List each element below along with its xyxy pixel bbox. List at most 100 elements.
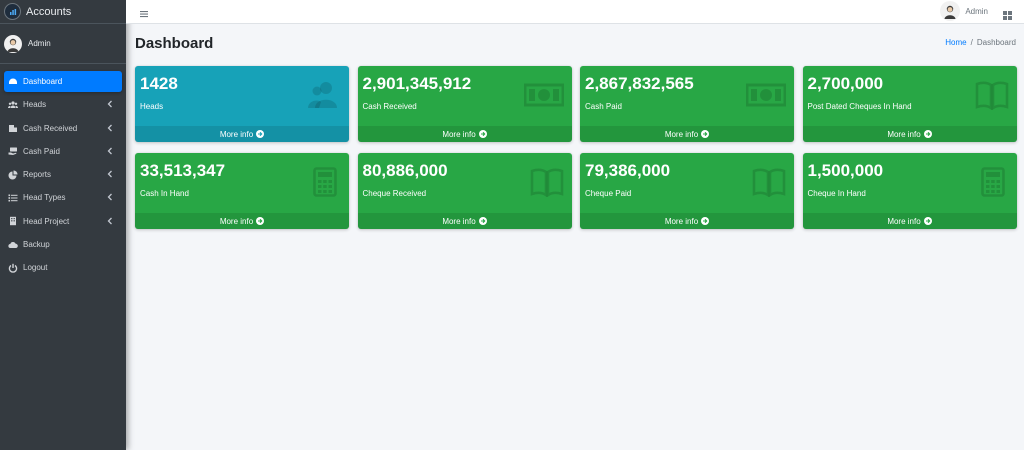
sidebar-item-logout[interactable]: Logout xyxy=(4,257,122,278)
chevron-left-icon xyxy=(106,193,114,201)
more-info-label: More info xyxy=(442,216,476,226)
more-info-label: More info xyxy=(887,129,921,139)
sidebar-item-reports[interactable]: Reports xyxy=(4,164,122,185)
box-label: Cheque In Hand xyxy=(807,189,866,198)
sidebar-item-heads[interactable]: Heads xyxy=(4,94,122,115)
sidebar-item-cash-paid[interactable]: Cash Paid xyxy=(4,141,122,162)
small-box-cheque-in-hand: 1,500,000 Cheque In Hand More info xyxy=(802,153,1017,229)
sidebar-item-label: Backup xyxy=(23,240,50,250)
small-box-cash-received: 2,901,345,912 Cash Received More info xyxy=(357,66,572,142)
breadcrumb-separator: / xyxy=(970,38,973,47)
box-value: 2,867,832,565 xyxy=(585,74,694,93)
more-info-link[interactable]: More info xyxy=(357,213,572,229)
box-value: 33,513,347 xyxy=(140,161,226,180)
book-open-icon xyxy=(975,80,1009,111)
pie-chart-icon xyxy=(6,170,19,180)
small-box-cash-paid: 2,867,832,565 Cash Paid More info xyxy=(580,66,794,142)
cloud-icon xyxy=(6,240,19,250)
topbar: Admin xyxy=(126,0,1024,24)
box-label: Cheque Received xyxy=(362,189,427,198)
book-open-icon xyxy=(530,167,564,198)
chevron-left-icon xyxy=(106,100,114,108)
more-info-link[interactable]: More info xyxy=(357,126,572,142)
box-value: 1428 xyxy=(140,74,178,93)
sidebar-item-cash-received[interactable]: Cash Received xyxy=(4,118,122,139)
box-label: Heads xyxy=(140,102,164,111)
topbar-user-name: Admin xyxy=(965,6,988,16)
list-icon xyxy=(6,193,19,203)
sidebar-item-label: Dashboard xyxy=(23,77,63,86)
avatar xyxy=(940,1,961,21)
small-box-cheque-paid: 79,386,000 Cheque Paid More info xyxy=(580,153,794,229)
box-label: Post Dated Cheques In Hand xyxy=(807,102,912,111)
user-panel[interactable]: Admin xyxy=(0,24,126,64)
breadcrumb-home-link[interactable]: Home xyxy=(945,38,967,47)
users-icon xyxy=(307,80,341,110)
sidebar-item-backup[interactable]: Backup xyxy=(4,234,122,255)
book-open-icon xyxy=(752,167,786,198)
sidebar-item-label: Cash Received xyxy=(23,123,78,133)
chevron-left-icon xyxy=(106,170,114,178)
apps-grid-icon[interactable] xyxy=(1003,7,1012,20)
sidebar-item-head-project[interactable]: Head Project xyxy=(4,211,122,232)
sidebar-item-head-types[interactable]: Head Types xyxy=(4,187,122,208)
small-box-post-dated-cheques: 2,700,000 Post Dated Cheques In Hand Mor… xyxy=(802,66,1017,142)
arrow-circle-right-icon xyxy=(923,130,932,138)
box-value: 1,500,000 xyxy=(807,161,884,180)
more-info-label: More info xyxy=(664,216,699,226)
more-info-link[interactable]: More info xyxy=(135,126,349,142)
chevron-left-icon xyxy=(106,124,114,132)
money-hand-icon xyxy=(6,146,19,156)
box-value: 79,386,000 xyxy=(585,161,671,180)
brand-logo-icon xyxy=(4,3,21,20)
box-label: Cash Paid xyxy=(585,102,622,111)
brand-name: Accounts xyxy=(26,5,72,18)
sidebar-item-label: Cash Paid xyxy=(23,146,60,156)
more-info-link[interactable]: More info xyxy=(580,213,794,229)
money-bill-icon xyxy=(523,80,564,110)
box-label: Cheque Paid xyxy=(585,189,632,198)
sidebar-item-label: Head Types xyxy=(23,193,66,203)
calculator-icon xyxy=(980,167,1005,197)
more-info-label: More info xyxy=(219,216,254,226)
more-info-label: More info xyxy=(442,129,476,139)
hamburger-menu-icon[interactable] xyxy=(139,6,149,18)
sidebar-nav: Dashboard Heads Cash Received Cash Paid … xyxy=(0,64,126,278)
small-box-heads: 1428 Heads More info xyxy=(135,66,349,142)
breadcrumb-current: Dashboard xyxy=(976,38,1016,47)
box-label: Cash In Hand xyxy=(140,189,189,198)
power-icon xyxy=(6,263,19,273)
arrow-circle-right-icon xyxy=(478,217,487,225)
main-content: Dashboard Home / Dashboard 1428 Heads More… xyxy=(126,24,1024,450)
box-value: 2,700,000 xyxy=(807,74,884,93)
sidebar-item-label: Heads xyxy=(23,100,47,110)
arrow-circle-right-icon xyxy=(256,217,265,225)
more-info-link[interactable]: More info xyxy=(802,126,1017,142)
more-info-label: More info xyxy=(664,129,699,139)
sidebar: Accounts Admin Dashboard Heads Cash Rece… xyxy=(0,0,126,450)
box-label: Cash Received xyxy=(362,102,417,111)
money-bill-icon xyxy=(745,80,787,110)
small-box-cash-in-hand: 33,513,347 Cash In Hand More info xyxy=(135,153,349,229)
chevron-left-icon xyxy=(106,217,114,225)
building-icon xyxy=(6,123,19,133)
avatar xyxy=(4,34,22,53)
sidebar-item-dashboard[interactable]: Dashboard xyxy=(4,71,122,92)
chevron-left-icon xyxy=(106,147,114,155)
brand-link[interactable]: Accounts xyxy=(0,0,126,24)
user-name: Admin xyxy=(28,39,51,48)
building-icon xyxy=(6,216,19,226)
breadcrumb: Home / Dashboard xyxy=(945,38,1016,47)
box-value: 80,886,000 xyxy=(362,161,448,180)
arrow-circle-right-icon xyxy=(701,217,710,225)
box-value: 2,901,345,912 xyxy=(362,74,472,93)
arrow-circle-right-icon xyxy=(256,130,265,138)
more-info-link[interactable]: More info xyxy=(580,126,794,142)
more-info-label: More info xyxy=(887,216,921,226)
topbar-user-menu[interactable]: Admin xyxy=(940,1,988,21)
calculator-icon xyxy=(313,167,337,197)
more-info-link[interactable]: More info xyxy=(802,213,1017,229)
dashboard-icon xyxy=(6,77,19,87)
arrow-circle-right-icon xyxy=(701,130,710,138)
more-info-link[interactable]: More info xyxy=(135,213,349,229)
